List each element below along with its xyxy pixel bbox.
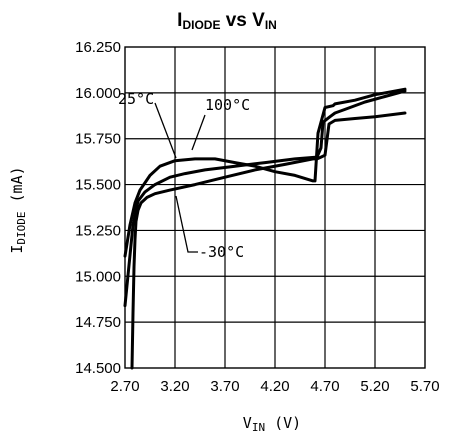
y-tick-label: 16.250 xyxy=(75,39,121,56)
x-tick-label: 3.70 xyxy=(210,378,239,395)
x-axis-label-main: V xyxy=(243,414,252,432)
annotation-leader-25c xyxy=(154,102,177,159)
annotation-label-100c: 100°C xyxy=(205,96,250,114)
chart-title-main: I xyxy=(177,10,182,31)
annotation-label-minus30c: -30°C xyxy=(199,243,244,261)
chart-title-sub: DIODE xyxy=(182,18,220,32)
x-axis-label-sub: IN xyxy=(252,421,265,434)
x-tick-label: 4.20 xyxy=(260,378,289,395)
y-axis-label-main: I xyxy=(8,245,26,254)
y-tick-labels: 14.500 14.750 15.000 15.250 15.500 15.750 16.0… xyxy=(75,39,121,377)
series-line-25c xyxy=(123,89,407,308)
annotation-leader-minus30c xyxy=(175,195,198,253)
y-tick-label: 15.000 xyxy=(75,268,121,285)
series-line-100c xyxy=(123,87,407,258)
x-tick-label: 5.20 xyxy=(360,378,389,395)
series-group xyxy=(123,87,407,370)
plot-frame xyxy=(124,46,426,369)
x-axis-label: VIN (V) xyxy=(243,414,301,434)
series-line-minus30c xyxy=(130,111,407,370)
y-tick-label: 15.750 xyxy=(75,131,121,148)
x-axis-label-unit: (V) xyxy=(265,414,301,432)
x-tick-labels: 2.70 3.20 3.70 4.20 4.70 5.20 5.70 xyxy=(110,378,439,395)
y-tick-label: 14.750 xyxy=(75,314,121,331)
y-tick-label: 15.250 xyxy=(75,222,121,239)
x-tick-label: 3.20 xyxy=(160,378,189,395)
chart-title: IDIODE vs VIN xyxy=(177,10,277,32)
x-tick-label: 2.70 xyxy=(110,378,139,395)
x-tick-label: 5.70 xyxy=(410,378,439,395)
chart-title-sub2: IN xyxy=(265,18,277,32)
annotation-label-25c: 25°C xyxy=(118,90,154,108)
y-tick-label: 16.000 xyxy=(75,85,121,102)
annotation-leader-100c xyxy=(191,114,206,151)
chart-title-mid: vs V xyxy=(220,10,265,31)
y-tick-label: 14.500 xyxy=(75,360,121,377)
y-axis-label-sub: DIODE xyxy=(15,212,28,245)
y-axis-label-unit: (mA) xyxy=(8,166,26,211)
y-tick-label: 15.500 xyxy=(75,177,121,194)
y-axis-label: IDIODE (mA) xyxy=(8,166,28,253)
x-tick-label: 4.70 xyxy=(310,378,339,395)
